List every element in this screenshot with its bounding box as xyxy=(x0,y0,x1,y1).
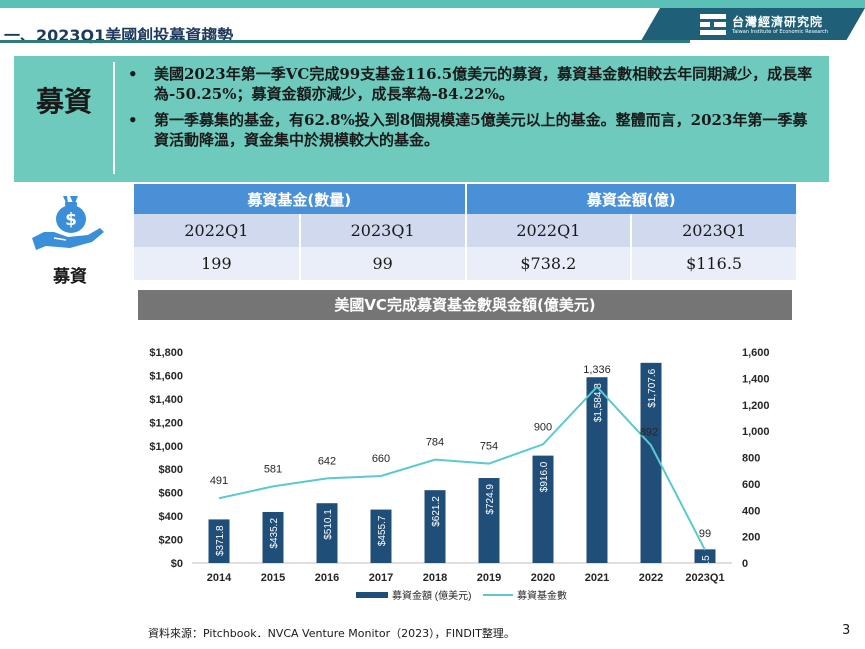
logo: 台灣經濟研究院 Taiwan Institute of Economic Res… xyxy=(700,10,865,40)
x-axis-tick-label: 2014 xyxy=(207,572,232,584)
x-axis-tick-label: 2023Q1 xyxy=(685,572,724,584)
summary-bullet: 美國2023年第一季VC完成99支基金116.5億美元的募資，募資基金數相較去年… xyxy=(126,64,816,104)
legend-bar-label: 募資金額 (億美元) xyxy=(392,589,471,602)
left-axis-tick-label: $600 xyxy=(159,488,183,500)
bar xyxy=(424,490,446,563)
bar-value-label: $371.8 xyxy=(215,525,226,556)
fund-count-line xyxy=(218,385,706,551)
x-axis-tick-label: 2021 xyxy=(585,572,609,584)
line-value-label: 1,336 xyxy=(583,364,611,376)
table-group-header: 募資基金(數量) xyxy=(134,184,467,214)
left-axis-tick-label: $1,600 xyxy=(149,370,183,382)
table-period-header: 2023Q1 xyxy=(299,214,467,247)
summary-bullets: 美國2023年第一季VC完成99支基金116.5億美元的募資，募資基金數相較去年… xyxy=(126,64,816,156)
bar xyxy=(532,455,554,563)
summary-bullet: 第一季募集的基金，有62.8%投入到8個規模達5億美元以上的基金。整體而言，20… xyxy=(126,110,816,150)
right-axis-tick-label: 400 xyxy=(742,505,760,517)
left-axis-tick-label: $400 xyxy=(159,511,183,523)
line-value-label: 642 xyxy=(318,455,336,467)
top-accent-strip xyxy=(0,0,865,8)
table-cell: $738.2 xyxy=(465,247,633,280)
bar xyxy=(640,362,662,563)
summary-label: 募資 xyxy=(35,85,92,118)
x-axis-tick-label: 2018 xyxy=(423,572,447,584)
header-divider xyxy=(0,40,690,43)
left-axis-tick-label: $1,000 xyxy=(149,441,183,453)
tier-logo-icon xyxy=(700,14,726,36)
bar xyxy=(586,377,608,563)
bar xyxy=(316,503,338,563)
right-axis-tick-label: 1,600 xyxy=(742,347,770,359)
line-value-label: 99 xyxy=(699,528,711,540)
source-note: 資料來源：Pitchbook．NVCA Venture Monitor（2023… xyxy=(148,627,515,640)
left-axis-tick-label: $0 xyxy=(171,558,183,570)
svg-text:$: $ xyxy=(65,210,77,230)
bar-value-label: $435.2 xyxy=(269,518,280,549)
table-period-header: 2022Q1 xyxy=(134,214,301,247)
left-axis-tick-label: $1,800 xyxy=(149,347,183,359)
x-axis-tick-label: 2022 xyxy=(639,572,663,584)
right-axis-tick-label: 1,400 xyxy=(742,373,770,385)
line-value-label: 660 xyxy=(372,453,390,465)
left-axis-tick-label: $1,400 xyxy=(149,394,183,406)
bar-value-label: $510.1 xyxy=(323,509,334,540)
table-cell: 99 xyxy=(299,247,467,280)
bar-value-label: $1,707.6 xyxy=(647,368,658,407)
legend-line-label: 募資基金數 xyxy=(517,589,567,602)
left-axis-tick-label: $200 xyxy=(159,535,183,547)
right-axis-tick-label: 600 xyxy=(742,479,760,491)
right-axis-tick-label: 200 xyxy=(742,532,760,544)
right-axis-tick-label: 0 xyxy=(742,558,748,570)
bar-value-label: $1,584.8 xyxy=(593,383,604,422)
summary-divider xyxy=(113,62,115,174)
line-value-label: 754 xyxy=(480,441,498,453)
table-period-header: 2022Q1 xyxy=(465,214,633,247)
right-axis-tick-label: 800 xyxy=(742,453,760,465)
table-group-header: 募資金額(億) xyxy=(465,184,798,214)
x-axis-tick-label: 2015 xyxy=(261,572,285,584)
x-axis-tick-label: 2016 xyxy=(315,572,339,584)
bar xyxy=(478,478,500,563)
line-value-label: 491 xyxy=(210,475,228,487)
bar-value-label: $916.0 xyxy=(539,461,550,492)
money-bag-hand-icon: $ xyxy=(30,192,110,252)
bar-value-label: $455.7 xyxy=(377,515,388,546)
x-axis-tick-label: 2020 xyxy=(531,572,555,584)
logo-name-cn: 台灣經濟研究院 xyxy=(732,14,824,29)
bar-value-label: $621.2 xyxy=(431,496,442,527)
bar xyxy=(370,509,392,563)
bar-value-label: $116.5 xyxy=(701,555,712,585)
right-axis-tick-label: 1,000 xyxy=(742,426,770,438)
table-cell: $116.5 xyxy=(631,247,798,280)
line-value-label: 581 xyxy=(264,463,282,475)
chart-title: 美國VC完成募資基金數與金額(億美元) xyxy=(138,290,792,320)
bar xyxy=(694,549,716,563)
table-period-header: 2023Q1 xyxy=(631,214,798,247)
side-label: 募資 xyxy=(53,267,87,287)
logo-name-en: Taiwan Institute of Economic Research xyxy=(732,28,829,35)
left-axis-tick-label: $1,200 xyxy=(149,417,183,429)
line-value-label: 900 xyxy=(534,421,552,433)
bar xyxy=(262,511,284,563)
page-number: 3 xyxy=(842,623,851,638)
x-axis-tick-label: 2017 xyxy=(369,572,393,584)
bar-value-label: $724.9 xyxy=(485,484,496,515)
line-value-label: 784 xyxy=(426,437,444,449)
fund-summary-table: 募資基金(數量) 募資金額(億) 2022Q1 2023Q1 2022Q1 20… xyxy=(134,184,798,280)
line-value-label: 892 xyxy=(640,426,658,438)
right-axis-tick-label: 1,200 xyxy=(742,400,770,412)
legend-bar-swatch xyxy=(356,592,388,598)
x-axis-tick-label: 2019 xyxy=(477,572,501,584)
table-cell: 199 xyxy=(134,247,301,280)
bar xyxy=(208,519,230,563)
left-axis-tick-label: $800 xyxy=(159,464,183,476)
